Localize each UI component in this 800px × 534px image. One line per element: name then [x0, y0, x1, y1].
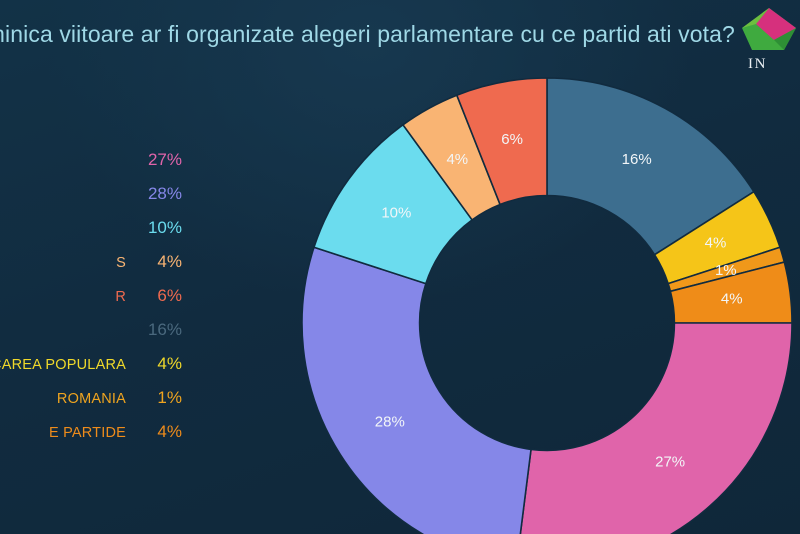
- legend-item[interactable]: ROMANIA 1%: [0, 388, 190, 422]
- donut-slice-labels: 16% 4% 1% 4% 27% 28% 10% 4% 6%: [375, 131, 743, 471]
- donut-slice[interactable]: [516, 322, 793, 534]
- legend-item[interactable]: CAREA POPULARA 4%: [0, 354, 190, 388]
- legend-item-value: 4%: [157, 252, 182, 271]
- legend-item-value: 27%: [147, 150, 182, 169]
- legend-item[interactable]: R 6%: [0, 286, 190, 320]
- legend-item-value: 1%: [157, 388, 182, 407]
- donut-slice[interactable]: [546, 77, 755, 256]
- legend-item-value: 6%: [157, 286, 182, 305]
- legend-item[interactable]: 10%: [0, 218, 190, 252]
- legend-item-label: E PARTIDE: [48, 425, 126, 441]
- legend-item[interactable]: 16%: [0, 320, 190, 354]
- legend-item-label: ROMANIA: [56, 391, 126, 407]
- donut-slices: [301, 77, 793, 534]
- legend-item-value: 16%: [147, 320, 182, 339]
- legend-item[interactable]: 28%: [0, 184, 190, 218]
- donut-slice-label: 1%: [715, 262, 737, 279]
- donut-slice-label: 27%: [655, 454, 685, 471]
- envelope-logo-icon: [742, 8, 796, 50]
- donut-slice-label: 16%: [622, 151, 652, 168]
- donut-chart: 16% 4% 1% 4% 27% 28% 10% 4% 6%: [301, 77, 793, 534]
- legend-item-value: 28%: [147, 184, 182, 203]
- donut-chart-svg: 16% 4% 1% 4% 27% 28% 10% 4% 6%: [301, 77, 793, 534]
- legend-item[interactable]: 27%: [0, 150, 190, 184]
- donut-slice-label: 6%: [501, 131, 523, 148]
- legend-item[interactable]: S 4%: [0, 252, 190, 286]
- donut-slice-label: 28%: [375, 414, 405, 431]
- donut-slice[interactable]: [455, 77, 548, 206]
- legend-item[interactable]: E PARTIDE 4%: [0, 422, 190, 456]
- brand-logo: IN: [724, 2, 800, 88]
- donut-slice[interactable]: [301, 246, 532, 534]
- legend-item-value: 10%: [147, 218, 182, 237]
- page-title: duminica viitoare ar fi organizate alege…: [0, 21, 735, 47]
- legend-item-value: 4%: [157, 354, 182, 373]
- donut-slice-label: 4%: [446, 151, 468, 168]
- donut-slice-label: 4%: [721, 291, 743, 308]
- legend-item-value: 4%: [157, 422, 182, 441]
- legend-item-label: S: [116, 255, 126, 271]
- legend-item-label: R: [115, 289, 126, 305]
- chart-legend: 27% 28% 10% S 4% R 6% 16% CAREA POPULARA 4% ROMAN…: [0, 150, 190, 456]
- brand-name: IN: [748, 56, 768, 72]
- donut-slice-label: 4%: [705, 235, 727, 252]
- legend-item-label: CAREA POPULARA: [0, 357, 126, 373]
- donut-slice-label: 10%: [381, 205, 411, 222]
